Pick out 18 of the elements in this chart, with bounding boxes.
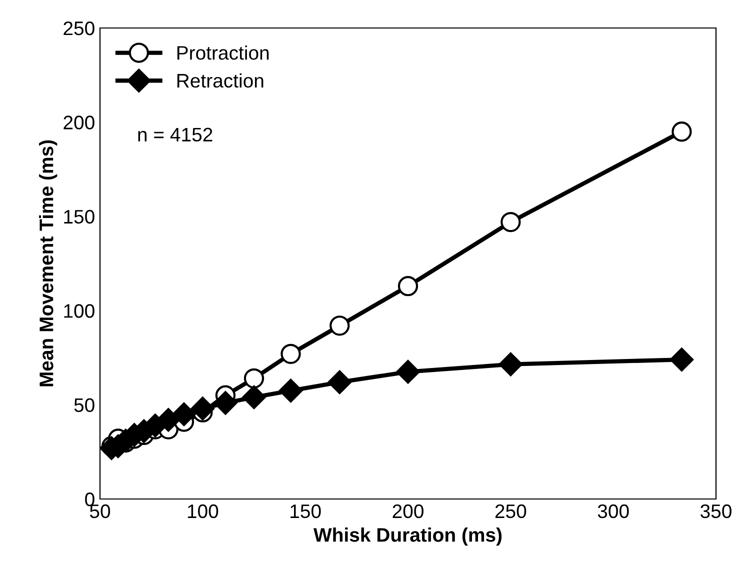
y-tick-label: 50 (74, 398, 94, 412)
y-tick-label: 100 (64, 304, 94, 318)
annotation: n = 4152 (138, 128, 212, 142)
y-tick-label: 250 (64, 21, 94, 36)
x-tick-label: 50 (90, 504, 110, 518)
y-tick-label: 150 (64, 210, 94, 224)
legend-label: Retraction (177, 73, 264, 88)
x-axis-title: Whisk Duration (ms) (313, 528, 502, 546)
x-tick-label: 100 (188, 504, 218, 518)
legend-label: Protraction (177, 46, 269, 60)
y-tick-label: 0 (85, 492, 94, 506)
x-tick-label: 350 (700, 504, 732, 518)
x-tick-label: 150 (290, 504, 321, 518)
y-tick-label: 200 (64, 116, 94, 130)
x-tick-label: 250 (495, 504, 526, 518)
x-tick-label: 300 (598, 504, 629, 518)
x-tick-label: 200 (392, 504, 424, 518)
y-axis-title: Mean Movement Time (ms) (39, 140, 58, 386)
